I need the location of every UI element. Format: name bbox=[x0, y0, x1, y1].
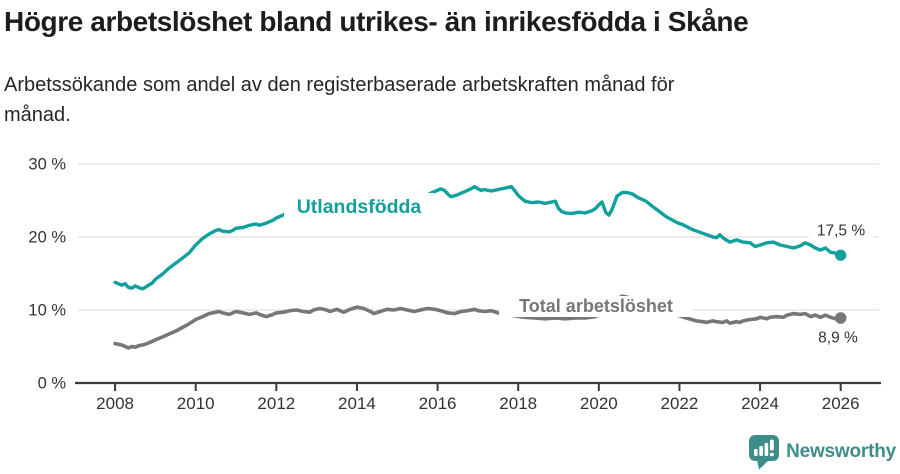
y-axis-label-10: 10 % bbox=[28, 302, 66, 320]
series-label-mask bbox=[499, 296, 693, 317]
x-axis-label-2016: 2016 bbox=[419, 394, 457, 413]
end-value-label-utlandsfodda: 17,5 % bbox=[817, 223, 865, 240]
x-axis-label-2008: 2008 bbox=[96, 394, 134, 413]
series-line-utlandsfodda bbox=[113, 184, 843, 291]
end-value-label-total: 8,9 % bbox=[818, 330, 858, 347]
x-axis-label-2022: 2022 bbox=[661, 394, 699, 413]
x-axis-label-2020: 2020 bbox=[580, 394, 618, 413]
series-line-total bbox=[113, 294, 843, 350]
value-label-mask bbox=[809, 222, 873, 240]
series-end-dot-utlandsfodda bbox=[835, 249, 847, 261]
series-label-utlandsfodda: Utlandsfödda bbox=[297, 196, 422, 218]
chart-subtitle: Arbetssökande som andel av den registerb… bbox=[4, 70, 864, 130]
y-axis-label-0: 0 % bbox=[38, 375, 67, 393]
series-label-mask bbox=[284, 193, 434, 220]
x-axis-label-2026: 2026 bbox=[822, 394, 860, 413]
x-axis-label-2024: 2024 bbox=[741, 394, 779, 413]
chart-subtitle-line1: Arbetssökande som andel av den registerb… bbox=[4, 74, 675, 96]
y-axis-label-30: 30 % bbox=[28, 156, 66, 174]
x-axis-label-2012: 2012 bbox=[257, 394, 295, 413]
x-axis-label-2014: 2014 bbox=[338, 394, 376, 413]
newsworthy-wordmark: Newsworthy bbox=[786, 441, 896, 462]
x-axis-label-2018: 2018 bbox=[499, 394, 537, 413]
newsworthy-logo-icon bbox=[749, 435, 780, 470]
page-title: Högre arbetslöshet bland utrikes- än inr… bbox=[4, 6, 749, 37]
x-axis-label-2010: 2010 bbox=[177, 394, 215, 413]
newsworthy-logo[interactable]: Newsworthy bbox=[748, 434, 896, 470]
series-end-dot-total bbox=[834, 312, 847, 324]
chart-subtitle-line2: månad. bbox=[4, 104, 71, 126]
y-axis-label-20: 20 % bbox=[28, 229, 66, 247]
series-label-total: Total arbetslöshet bbox=[519, 296, 673, 316]
